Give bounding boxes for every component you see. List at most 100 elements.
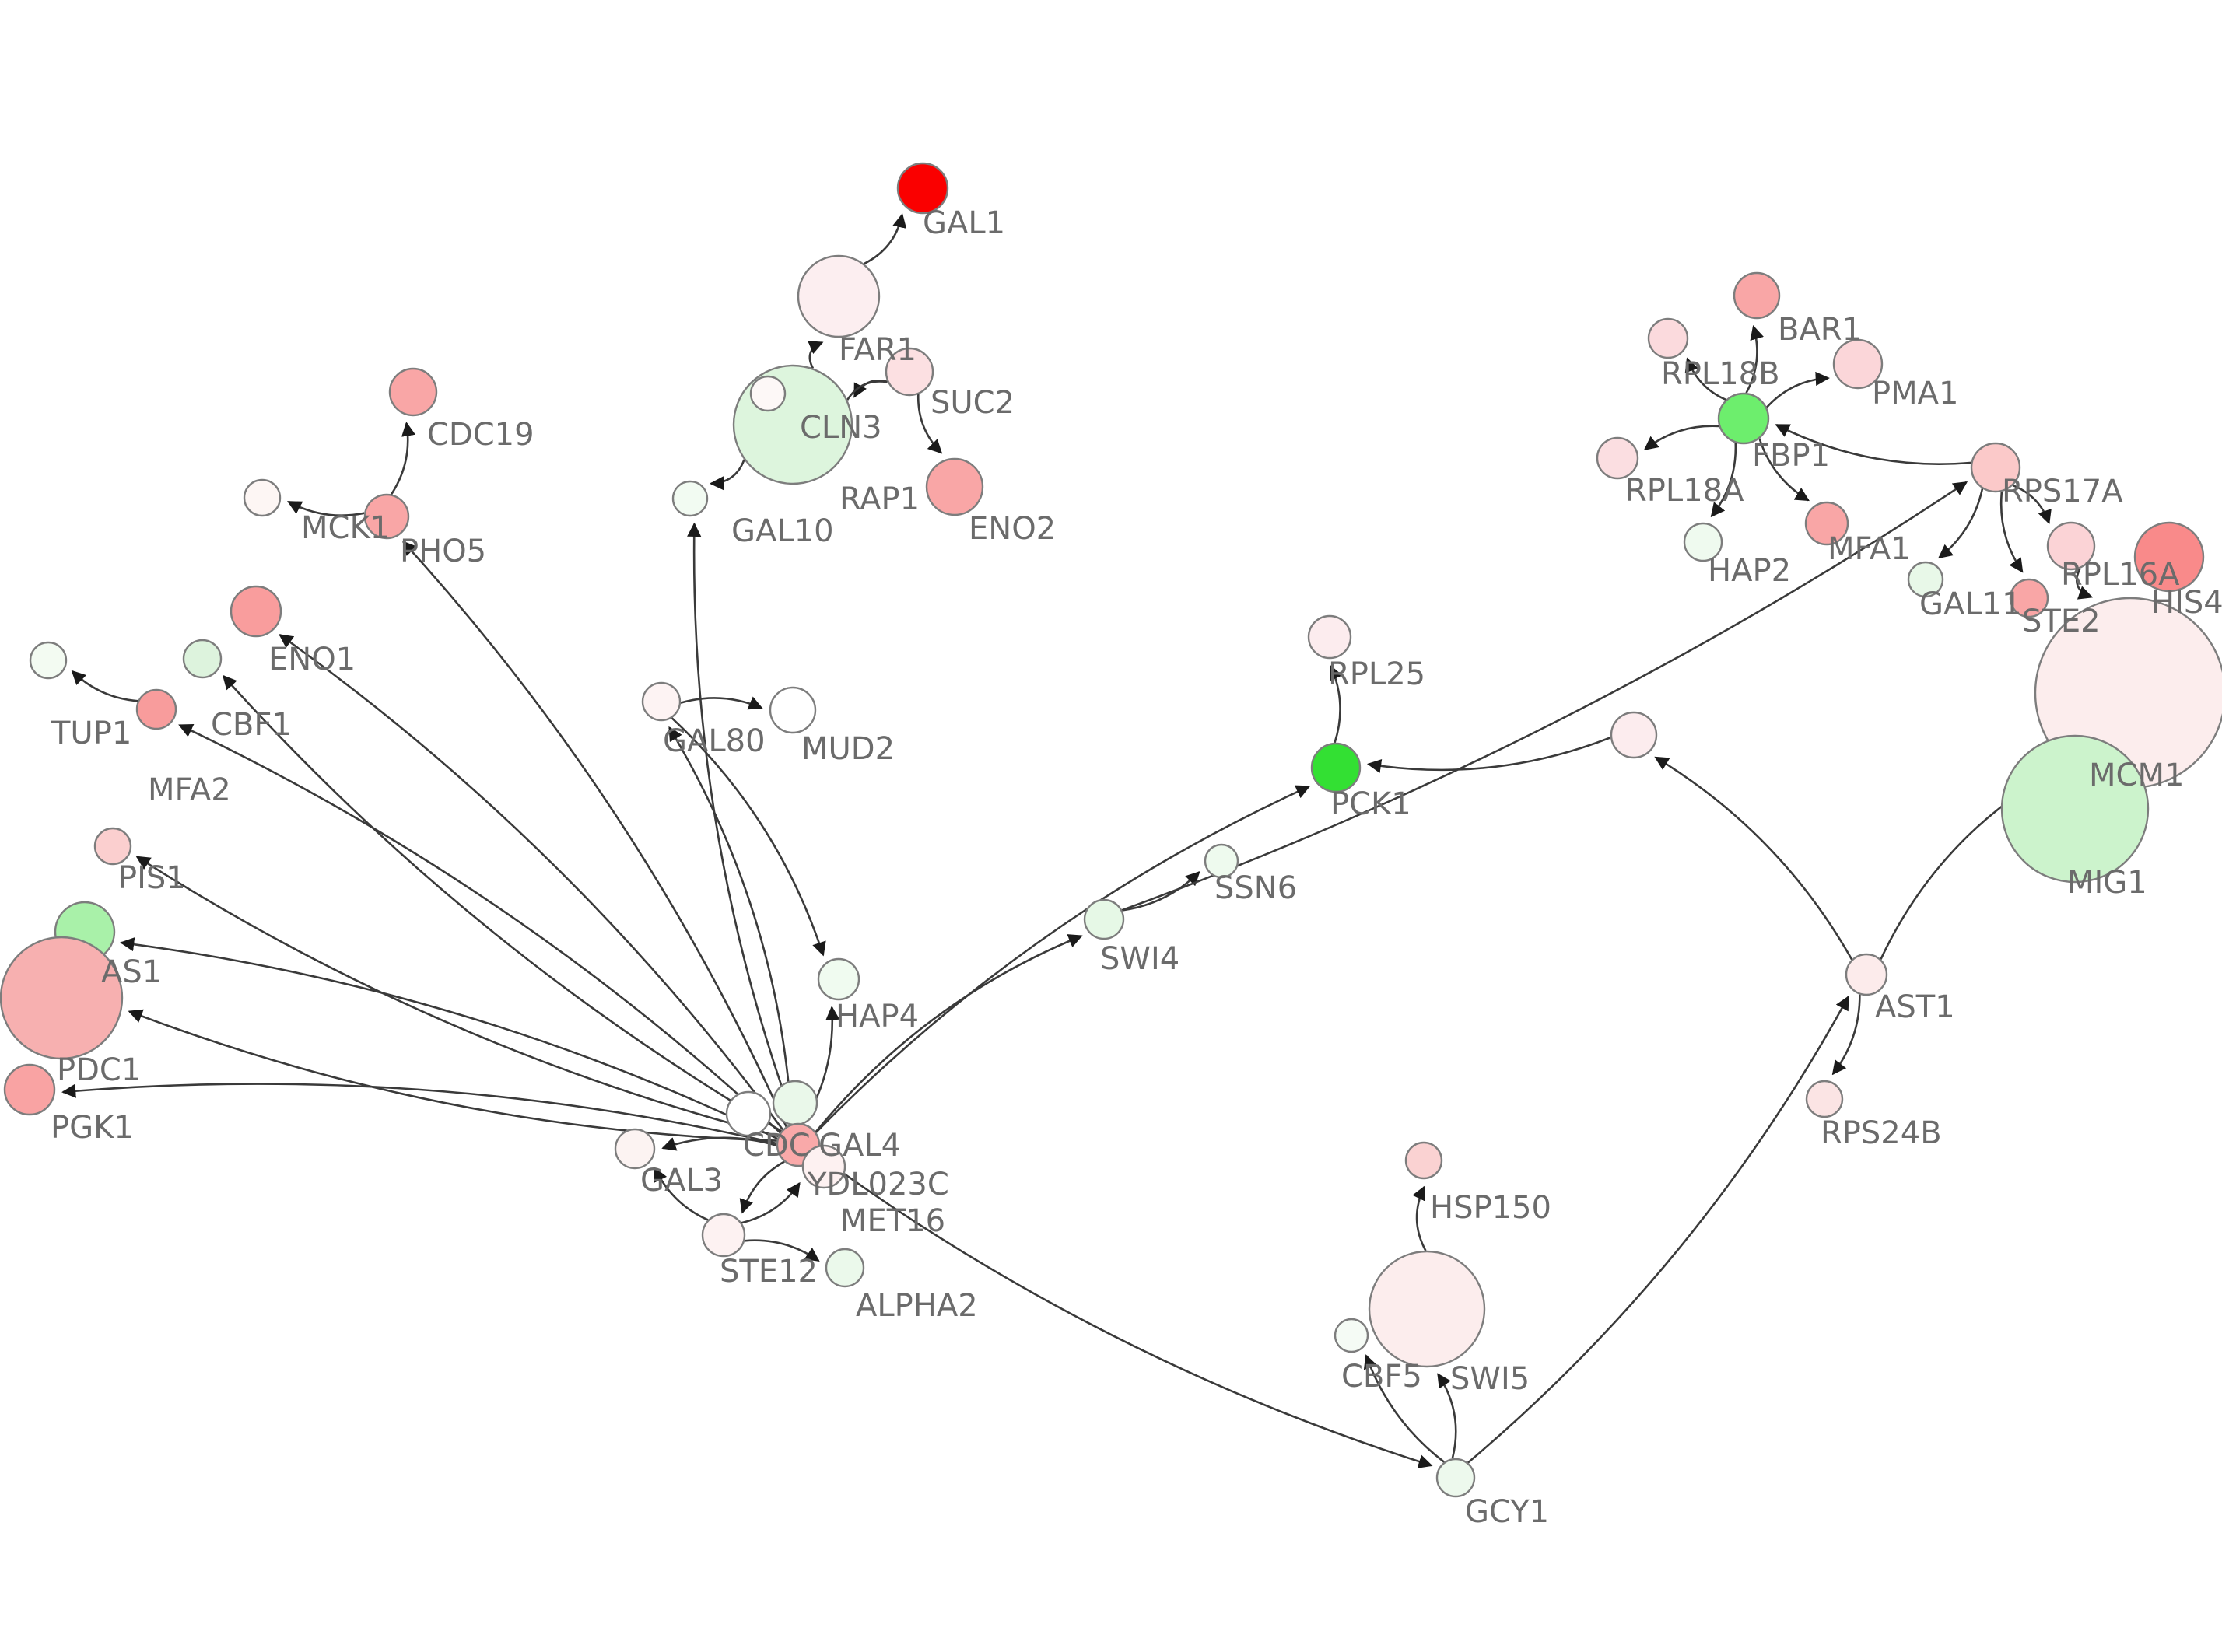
edge-GAL80-to-HAP4 [671, 717, 826, 957]
edge-SWI5-to-HSP150 [1412, 1185, 1427, 1251]
node-label-eno1: ENO1 [268, 642, 356, 677]
node-gal11[interactable] [1907, 561, 1944, 598]
node-label-met16: MET16 [840, 1203, 945, 1239]
node-label-swi4: SWI4 [1100, 941, 1179, 977]
node-hap2[interactable] [1683, 522, 1723, 562]
node-rpl18a[interactable] [1596, 436, 1639, 480]
node-fbp1[interactable] [1717, 392, 1770, 445]
node-label-cln3: CLN3 [800, 410, 882, 446]
node-label-hap4: HAP4 [836, 999, 919, 1034]
node-label-pdc1: PDC1 [57, 1052, 141, 1088]
edge-STE12-to-GAL3 [654, 1167, 709, 1221]
edge-PHO5-to-MCK1 [287, 500, 365, 516]
edge-GAL4-to-MFA2 [178, 724, 781, 1134]
node-mck1[interactable] [243, 478, 282, 517]
node-label-pho5: PHO5 [400, 534, 486, 569]
node-label-ydl023c: YDL023C [807, 1167, 949, 1202]
node-swi4[interactable] [1083, 898, 1125, 940]
node-gal10[interactable] [671, 480, 709, 517]
node-ydl023c[interactable] [801, 1144, 846, 1189]
node-gcy1[interactable] [1435, 1458, 1476, 1498]
edge-SUC2-to-ENO2 [917, 394, 943, 454]
node-hubgreen[interactable] [772, 1080, 818, 1126]
node-eno1[interactable] [230, 585, 282, 638]
node-layer [0, 162, 2222, 1498]
node-rap1[interactable] [749, 375, 787, 412]
node-mfa1[interactable] [1804, 501, 1849, 546]
node-far1[interactable] [797, 254, 881, 338]
edge-STE12-to-YDL023C [741, 1181, 801, 1224]
edge-GCY1-to-SWI5 [1437, 1373, 1457, 1459]
node-hub_right[interactable] [1610, 711, 1658, 759]
node-suc2[interactable] [885, 347, 934, 397]
node-cdc19[interactable] [388, 367, 438, 417]
node-label-mfa1: MFA1 [1828, 531, 1911, 567]
node-ste2[interactable] [2009, 578, 2049, 618]
node-ssn6[interactable] [1204, 843, 1239, 879]
node-pma1[interactable] [1832, 338, 1884, 390]
node-mig1[interactable] [2000, 734, 2150, 884]
edge-FBP1-to-HAP2 [1710, 443, 1737, 518]
node-label-pgk1: PGK1 [51, 1110, 134, 1146]
node-rpl25[interactable] [1307, 614, 1352, 660]
edge-GAL4-to-PGK1 [61, 1083, 777, 1145]
edge-MFA2-to-TUP1 [71, 670, 138, 702]
node-hap4[interactable] [817, 957, 860, 1001]
node-label-far1: FAR1 [839, 332, 916, 368]
node-label-gcy1: GCY1 [1465, 1494, 1549, 1530]
node-rps17a[interactable] [1970, 442, 2021, 493]
node-label-ste12: STE12 [720, 1254, 818, 1290]
node-cdc[interactable] [725, 1090, 772, 1137]
node-label-as1: AS1 [101, 954, 162, 990]
node-pis1[interactable] [93, 827, 132, 866]
edge-GCY1-to-AST1 [1467, 996, 1849, 1464]
node-label-mig1: MIG1 [2067, 865, 2147, 901]
node-label-gal10: GAL10 [731, 513, 834, 549]
node-eno2[interactable] [925, 457, 984, 516]
edge-GAL80-to-MUD2 [680, 696, 763, 710]
node-label-ast1: AST1 [1875, 989, 1955, 1025]
node-pck1[interactable] [1310, 742, 1362, 793]
node-label-mud2: MUD2 [801, 731, 895, 767]
node-pho5[interactable] [363, 493, 410, 540]
node-mud2[interactable] [769, 686, 817, 734]
edge-layer [61, 213, 2094, 1468]
node-rps24b[interactable] [1805, 1080, 1844, 1118]
node-gal3[interactable] [614, 1128, 656, 1170]
node-label-hap2: HAP2 [1708, 553, 1791, 589]
edge-GAL4-to-PDC1 [128, 1009, 777, 1142]
node-rpl18b[interactable] [1647, 317, 1689, 359]
node-gal80[interactable] [641, 681, 682, 722]
node-pgk1[interactable] [3, 1063, 56, 1116]
node-alpha2[interactable] [825, 1248, 865, 1288]
node-hsp150[interactable] [1404, 1141, 1443, 1180]
edge-PHO5-to-CDC19 [390, 422, 416, 495]
node-label-gal1: GAL1 [923, 205, 1005, 241]
node-his4[interactable] [2133, 521, 2205, 593]
node-cbf5[interactable] [1334, 1318, 1369, 1353]
node-gal1[interactable] [896, 162, 949, 215]
node-pdc1[interactable] [0, 936, 124, 1060]
node-cbf1[interactable] [182, 639, 223, 679]
node-label-pis1: PIS1 [118, 860, 186, 896]
node-label-gal11: GAL11 [1919, 586, 2022, 622]
node-label-rap1: RAP1 [839, 481, 920, 517]
node-swi5[interactable] [1368, 1250, 1486, 1368]
node-rpl16a[interactable] [2046, 521, 2096, 571]
edge-GCY1-to-CBF5 [1363, 1354, 1446, 1463]
node-label-gal3: GAL3 [640, 1163, 723, 1199]
node-label-his4: HIS4 [2151, 585, 2222, 621]
node-label-mck1: MCK1 [301, 510, 390, 546]
node-label-eno2: ENO2 [969, 511, 1056, 547]
node-label-fbp1: FBP1 [1752, 438, 1830, 474]
edge-GAL4-to-GAL10 [687, 522, 796, 1124]
node-bar1[interactable] [1733, 271, 1781, 320]
node-ast1[interactable] [1845, 953, 1888, 996]
node-ste12[interactable] [701, 1213, 746, 1258]
node-tup1[interactable] [29, 641, 68, 680]
node-mfa2[interactable] [135, 688, 177, 730]
edge-RPS17A-to-RPL16A [2012, 484, 2052, 525]
edge-PCK1-to-RPL25 [1329, 665, 1343, 744]
